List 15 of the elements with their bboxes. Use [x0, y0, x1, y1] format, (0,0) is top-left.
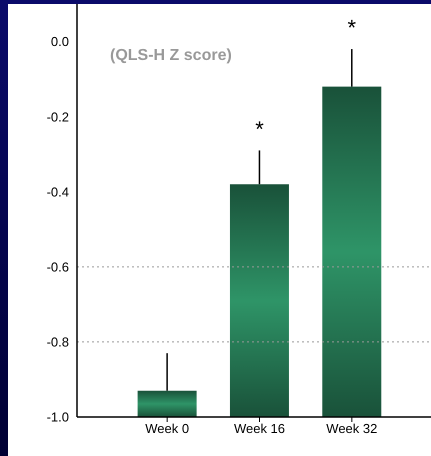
y-axis-title: (QLS-H Z score) [110, 47, 232, 65]
y-tick-label: -0.2 [46, 109, 69, 124]
y-tick-label: 0.0 [50, 34, 69, 50]
x-tick-label: Week 32 [326, 421, 378, 436]
annotation: * [255, 116, 264, 142]
y-tick-label: -0.4 [46, 184, 69, 200]
bar [230, 184, 289, 417]
annotation: * [348, 15, 357, 40]
x-tick-label: Week 0 [145, 421, 190, 436]
y-tick-label: -0.8 [46, 334, 69, 350]
y-tick-label: -1.0 [46, 410, 69, 425]
bar [322, 86, 382, 417]
bar [138, 390, 197, 417]
x-tick-label: Week 16 [234, 421, 286, 436]
y-tick-label: -0.6 [46, 259, 69, 274]
